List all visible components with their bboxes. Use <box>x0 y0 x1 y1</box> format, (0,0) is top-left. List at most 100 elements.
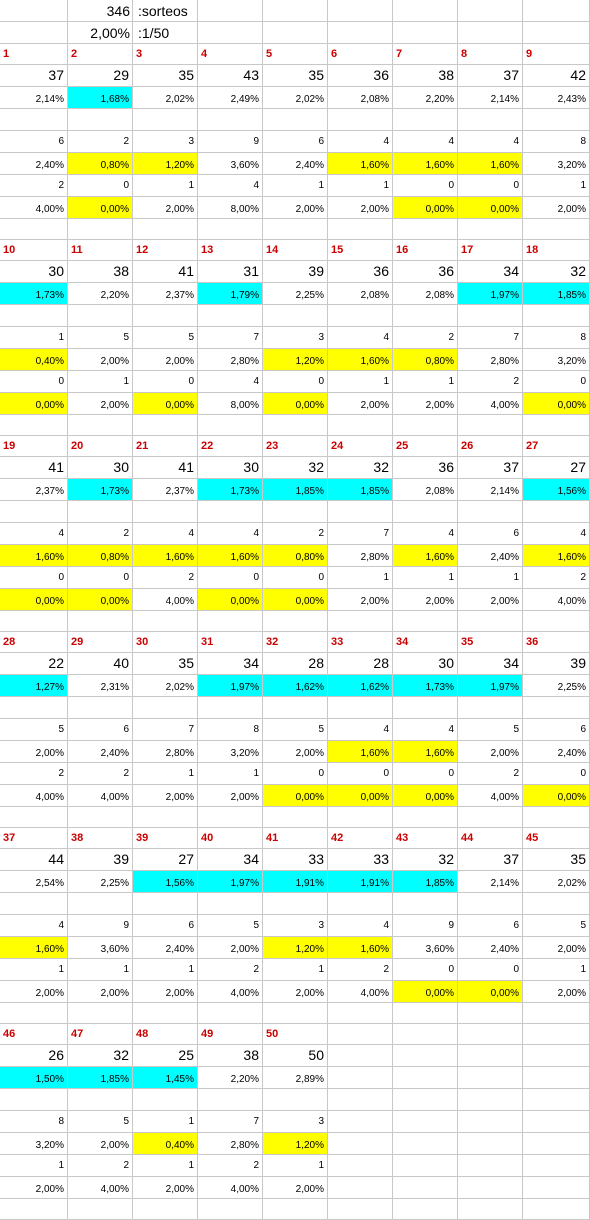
last-count[interactable]: 0 <box>198 567 263 589</box>
draw-count[interactable]: 38 <box>198 1045 263 1067</box>
recent-pct[interactable]: 2,40% <box>0 153 68 175</box>
ball-number[interactable]: 11 <box>68 240 133 261</box>
empty-cell[interactable] <box>0 501 68 523</box>
empty-cell[interactable] <box>523 1003 590 1024</box>
empty-cell[interactable] <box>68 305 133 327</box>
last-pct[interactable]: 4,00% <box>68 1177 133 1199</box>
draw-count[interactable]: 25 <box>133 1045 198 1067</box>
draw-count[interactable]: 37 <box>458 849 523 871</box>
empty-cell[interactable] <box>458 305 523 327</box>
recent-pct[interactable]: 2,40% <box>263 153 328 175</box>
ball-number[interactable]: 6 <box>328 44 393 65</box>
empty-cell[interactable] <box>263 1003 328 1024</box>
last-count[interactable]: 0 <box>263 763 328 785</box>
ball-number[interactable]: 27 <box>523 436 590 457</box>
recent-count[interactable]: 6 <box>0 131 68 153</box>
ball-number[interactable]: 34 <box>393 632 458 653</box>
last-count[interactable]: 0 <box>68 175 133 197</box>
ball-number[interactable]: 36 <box>523 632 590 653</box>
ball-number[interactable]: 31 <box>198 632 263 653</box>
last-count[interactable]: 0 <box>458 959 523 981</box>
recent-pct[interactable]: 1,60% <box>133 545 198 567</box>
last-count[interactable]: 1 <box>458 567 523 589</box>
recent-pct[interactable]: 2,00% <box>523 937 590 959</box>
recent-count[interactable]: 1 <box>0 327 68 349</box>
empty-cell[interactable] <box>328 0 393 22</box>
draw-count[interactable]: 27 <box>523 457 590 479</box>
ball-number[interactable]: 20 <box>68 436 133 457</box>
ball-number[interactable]: 16 <box>393 240 458 261</box>
ball-number[interactable]: 35 <box>458 632 523 653</box>
last-count[interactable]: 0 <box>393 763 458 785</box>
last-pct[interactable]: 0,00% <box>328 785 393 807</box>
empty-cell[interactable] <box>458 893 523 915</box>
recent-pct[interactable]: 3,60% <box>393 937 458 959</box>
empty-cell[interactable] <box>328 1133 393 1155</box>
empty-cell[interactable] <box>523 501 590 523</box>
empty-cell[interactable] <box>458 0 523 22</box>
recent-count[interactable]: 5 <box>198 915 263 937</box>
recent-count[interactable]: 4 <box>328 327 393 349</box>
recent-count[interactable]: 5 <box>68 1111 133 1133</box>
ball-number[interactable]: 9 <box>523 44 590 65</box>
recent-count[interactable]: 6 <box>458 523 523 545</box>
recent-pct[interactable]: 3,20% <box>523 349 590 371</box>
empty-cell[interactable] <box>0 22 68 44</box>
last-pct[interactable]: 2,00% <box>523 197 590 219</box>
frequency-pct[interactable]: 1,68% <box>68 87 133 109</box>
draw-count[interactable]: 28 <box>263 653 328 675</box>
draw-count[interactable]: 26 <box>0 1045 68 1067</box>
empty-cell[interactable] <box>198 611 263 632</box>
empty-cell[interactable] <box>458 219 523 240</box>
empty-cell[interactable] <box>68 1089 133 1111</box>
recent-count[interactable]: 4 <box>198 523 263 545</box>
ball-number[interactable]: 30 <box>133 632 198 653</box>
ball-number[interactable]: 24 <box>328 436 393 457</box>
frequency-pct[interactable]: 2,14% <box>458 87 523 109</box>
frequency-pct[interactable]: 1,85% <box>393 871 458 893</box>
empty-cell[interactable] <box>393 219 458 240</box>
empty-cell[interactable] <box>68 807 133 828</box>
empty-cell[interactable] <box>393 611 458 632</box>
ball-number[interactable]: 25 <box>393 436 458 457</box>
empty-cell[interactable] <box>68 219 133 240</box>
empty-cell[interactable] <box>198 501 263 523</box>
empty-cell[interactable] <box>68 415 133 436</box>
frequency-pct[interactable]: 2,25% <box>68 871 133 893</box>
last-count[interactable]: 0 <box>393 175 458 197</box>
empty-cell[interactable] <box>198 893 263 915</box>
empty-cell[interactable] <box>133 1199 198 1220</box>
empty-cell[interactable] <box>523 219 590 240</box>
frequency-pct[interactable]: 2,02% <box>263 87 328 109</box>
last-pct[interactable]: 4,00% <box>198 981 263 1003</box>
empty-cell[interactable] <box>263 893 328 915</box>
draw-count[interactable]: 41 <box>133 261 198 283</box>
ball-number[interactable]: 8 <box>458 44 523 65</box>
empty-cell[interactable] <box>133 501 198 523</box>
recent-pct[interactable]: 2,80% <box>198 1133 263 1155</box>
recent-count[interactable]: 1 <box>133 1111 198 1133</box>
last-pct[interactable]: 0,00% <box>393 197 458 219</box>
empty-cell[interactable] <box>458 501 523 523</box>
empty-cell[interactable] <box>328 305 393 327</box>
ball-number[interactable]: 10 <box>0 240 68 261</box>
recent-count[interactable]: 6 <box>68 719 133 741</box>
last-pct[interactable]: 2,00% <box>133 1177 198 1199</box>
recent-count[interactable]: 8 <box>0 1111 68 1133</box>
ball-number[interactable]: 42 <box>328 828 393 849</box>
empty-cell[interactable] <box>393 1045 458 1067</box>
empty-cell[interactable] <box>328 415 393 436</box>
ball-number[interactable]: 5 <box>263 44 328 65</box>
recent-count[interactable]: 8 <box>198 719 263 741</box>
draw-count[interactable]: 35 <box>523 849 590 871</box>
recent-pct[interactable]: 1,60% <box>198 545 263 567</box>
recent-pct[interactable]: 1,60% <box>328 153 393 175</box>
last-count[interactable]: 1 <box>523 959 590 981</box>
last-pct[interactable]: 0,00% <box>523 785 590 807</box>
last-count[interactable]: 0 <box>263 371 328 393</box>
empty-cell[interactable] <box>0 109 68 131</box>
empty-cell[interactable] <box>393 1067 458 1089</box>
ball-number[interactable]: 37 <box>0 828 68 849</box>
recent-pct[interactable]: 2,40% <box>458 937 523 959</box>
empty-cell[interactable] <box>328 1045 393 1067</box>
